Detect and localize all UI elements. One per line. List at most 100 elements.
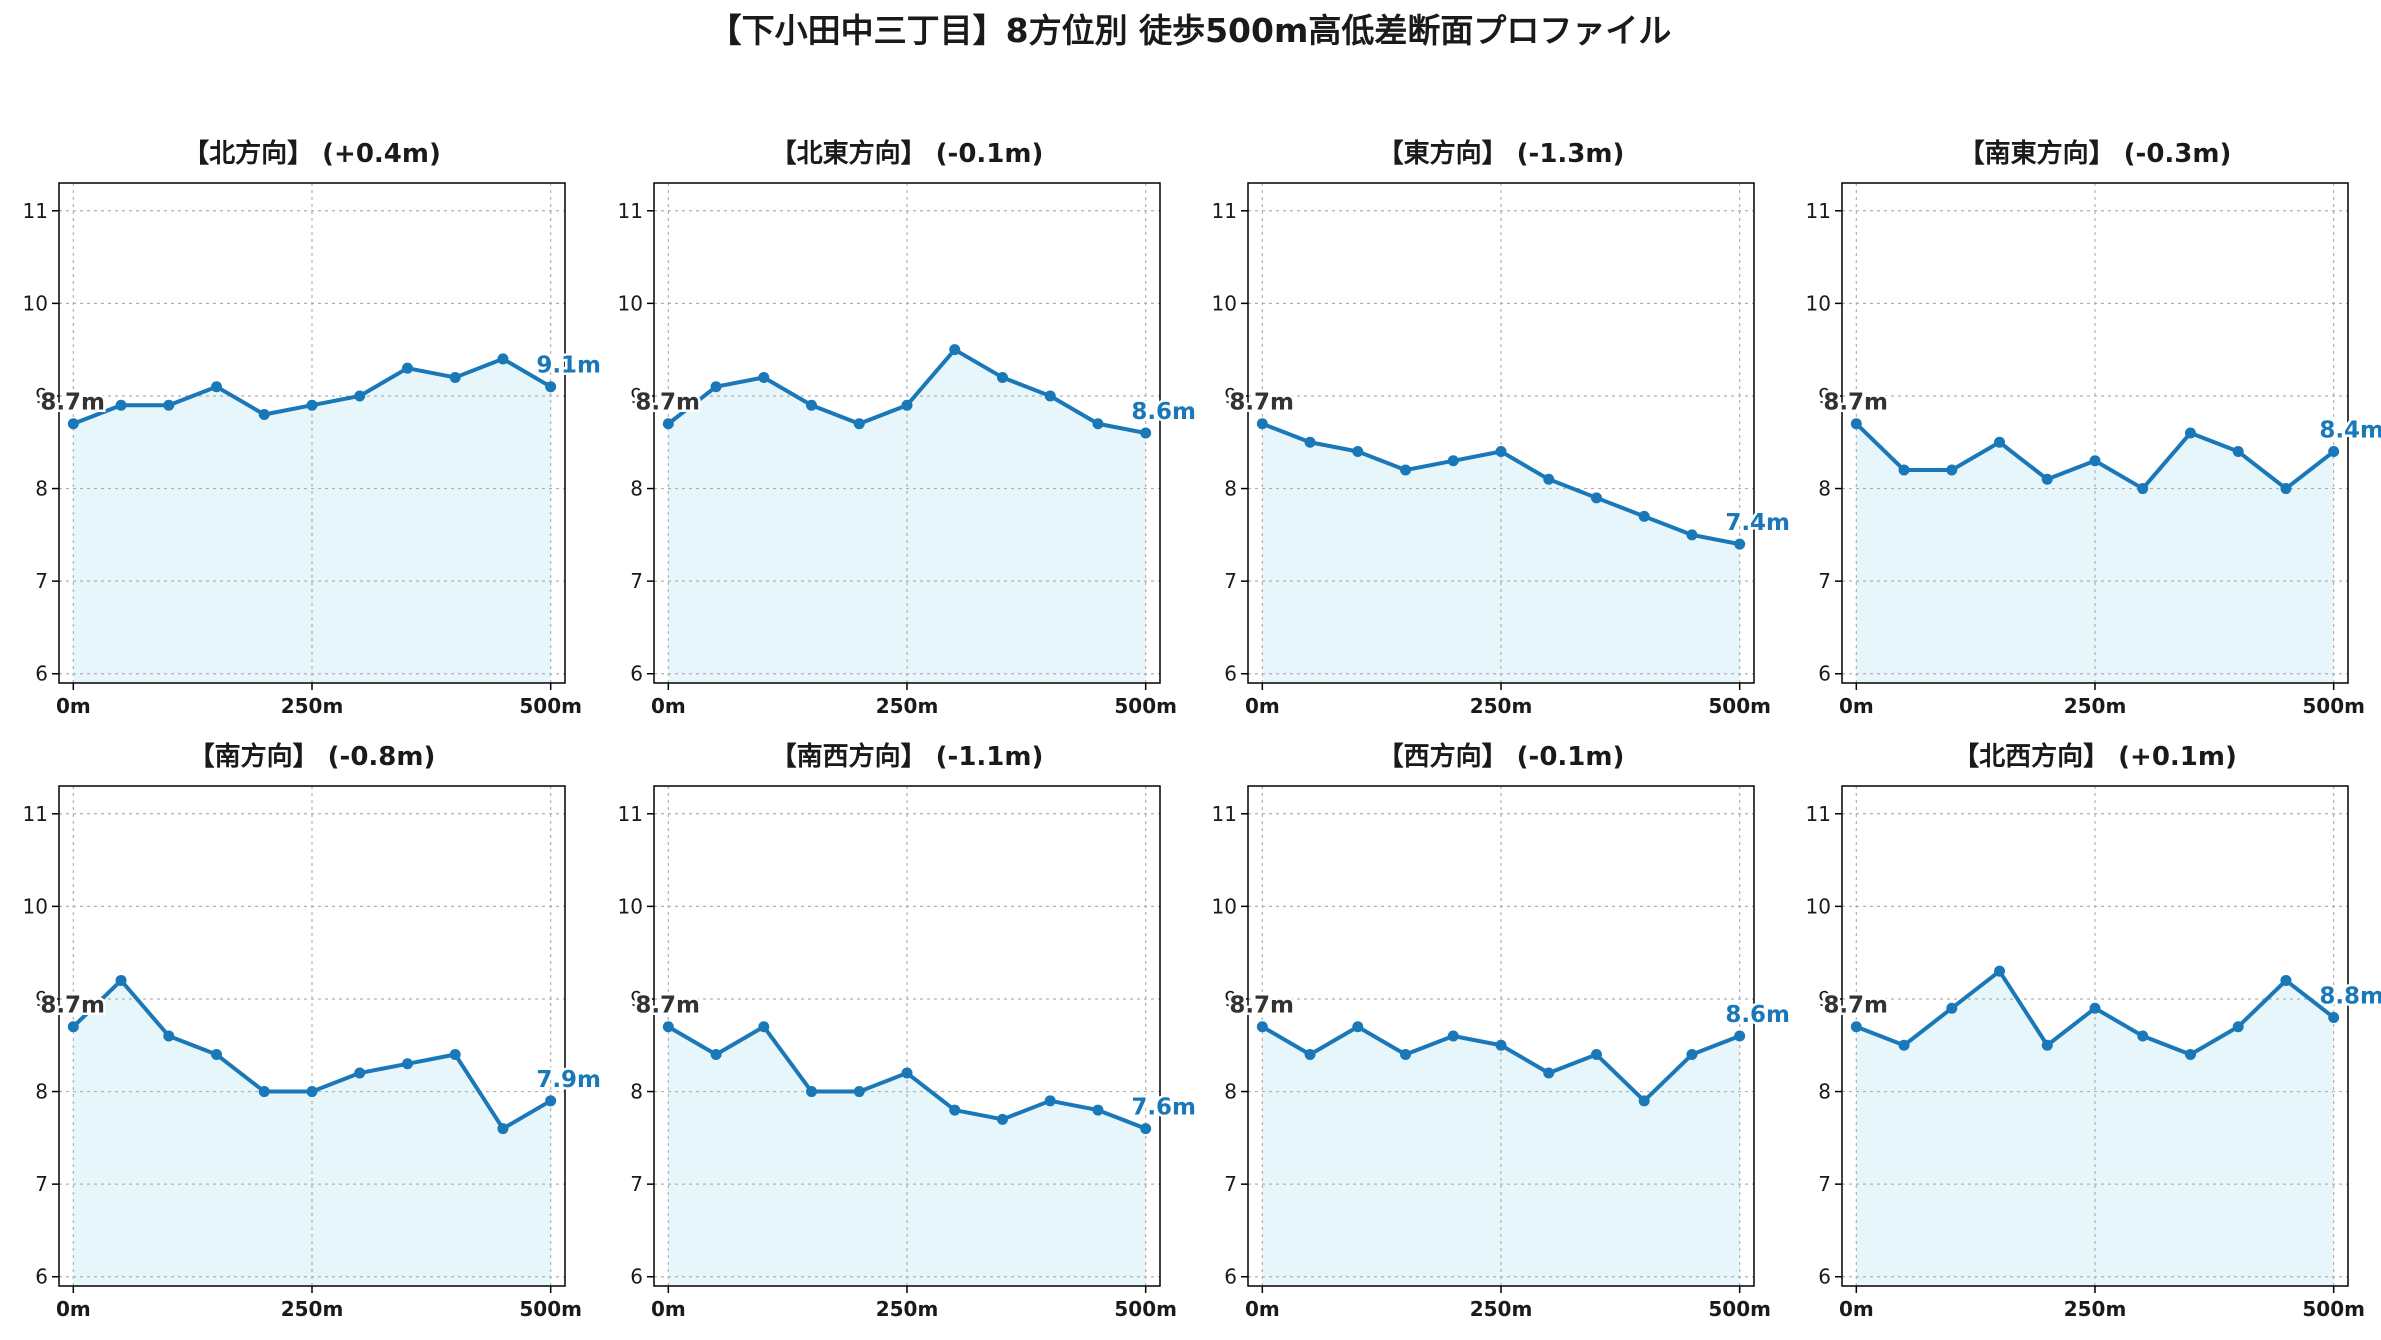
y-tick-label: 11 bbox=[1806, 199, 1831, 223]
y-tick-label: 6 bbox=[35, 1265, 48, 1289]
y-tick-label: 8 bbox=[1818, 1080, 1831, 1104]
end-value-label: 7.4m bbox=[1725, 510, 1790, 536]
panel-5: 【南西方向】 (-1.1m) 6 7 8 9 10 11 0m 250m 500m 8.7m 7.6m bbox=[618, 741, 1199, 1321]
y-tick-label: 11 bbox=[618, 199, 643, 223]
data-point bbox=[1044, 390, 1056, 402]
data-point bbox=[1898, 1039, 1910, 1051]
data-point bbox=[853, 418, 865, 430]
data-point bbox=[354, 390, 366, 402]
data-point bbox=[115, 974, 127, 986]
data-point bbox=[996, 371, 1008, 383]
figure-title: 【下小田中三丁目】8方位別 徒歩500m高低差断面プロファイル bbox=[709, 11, 1672, 50]
y-tick-label: 11 bbox=[23, 802, 48, 826]
data-point bbox=[710, 381, 722, 393]
data-point bbox=[901, 399, 913, 411]
area-fill bbox=[1262, 423, 1740, 683]
data-point bbox=[1994, 965, 2006, 977]
end-value-label: 7.9m bbox=[536, 1067, 601, 1093]
data-point bbox=[2184, 427, 2196, 439]
y-tick-label: 10 bbox=[1212, 894, 1237, 918]
data-point bbox=[2041, 1039, 2053, 1051]
data-point bbox=[1638, 1095, 1650, 1107]
y-tick-label: 9 bbox=[1224, 384, 1237, 408]
x-tick-label: 0m bbox=[1839, 694, 1874, 718]
panel-title: 【南西方向】 (-1.1m) bbox=[771, 741, 1044, 772]
end-value-label: 8.6m bbox=[1725, 1002, 1790, 1028]
data-point bbox=[163, 399, 175, 411]
panel-3: 【南東方向】 (-0.3m) 6 7 8 9 10 11 0m 250m 500m 8.7m 8.4m bbox=[1806, 138, 2381, 718]
panel-title: 【北方向】 (+0.4m) bbox=[183, 138, 441, 169]
panel-title: 【北東方向】 (-0.1m) bbox=[771, 138, 1044, 169]
y-tick-label: 9 bbox=[1818, 384, 1831, 408]
start-value-label: 8.7m bbox=[1823, 993, 1888, 1019]
data-point bbox=[163, 1030, 175, 1042]
y-tick-label: 10 bbox=[23, 291, 48, 315]
x-tick-label: 500m bbox=[2302, 694, 2365, 718]
x-tick-label: 250m bbox=[281, 694, 344, 718]
data-point bbox=[1543, 473, 1555, 485]
data-point bbox=[1590, 1049, 1602, 1061]
y-tick-label: 8 bbox=[1818, 477, 1831, 501]
data-point bbox=[545, 1095, 557, 1107]
x-tick-label: 500m bbox=[1708, 694, 1771, 718]
x-tick-label: 250m bbox=[1470, 1297, 1533, 1321]
data-point bbox=[2328, 446, 2340, 458]
y-tick-label: 9 bbox=[630, 987, 643, 1011]
data-point bbox=[1352, 1021, 1364, 1033]
panel-0: 【北方向】 (+0.4m) 6 7 8 9 10 11 0m 250m 500m 8.7m 9.1m bbox=[23, 138, 604, 718]
y-tick-label: 6 bbox=[1224, 662, 1237, 686]
y-tick-label: 6 bbox=[630, 1265, 643, 1289]
data-point bbox=[1304, 1049, 1316, 1061]
y-tick-label: 10 bbox=[618, 894, 643, 918]
y-tick-label: 11 bbox=[1806, 802, 1831, 826]
panel-title: 【南東方向】 (-0.3m) bbox=[1959, 138, 2232, 169]
y-tick-label: 6 bbox=[1818, 1265, 1831, 1289]
x-tick-label: 500m bbox=[519, 694, 582, 718]
data-point bbox=[1850, 418, 1862, 430]
data-point bbox=[2041, 473, 2053, 485]
data-point bbox=[1304, 436, 1316, 448]
panel-2: 【東方向】 (-1.3m) 6 7 8 9 10 11 0m 250m 500m 8.7m 7.4m bbox=[1212, 138, 1793, 718]
x-tick-label: 0m bbox=[1245, 694, 1280, 718]
y-tick-label: 7 bbox=[1224, 569, 1237, 593]
panel-1: 【北東方向】 (-0.1m) 6 7 8 9 10 11 0m 250m 500m 8.7m 8.6m bbox=[618, 138, 1199, 718]
data-point bbox=[306, 1086, 318, 1098]
x-tick-label: 500m bbox=[1114, 1297, 1177, 1321]
end-value-label: 8.4m bbox=[2319, 418, 2381, 444]
x-tick-label: 250m bbox=[2064, 1297, 2127, 1321]
data-point bbox=[853, 1086, 865, 1098]
data-point bbox=[758, 1021, 770, 1033]
data-point bbox=[449, 1049, 461, 1061]
area-fill bbox=[73, 980, 551, 1286]
data-point bbox=[662, 1021, 674, 1033]
panels-grid: 【北方向】 (+0.4m) 6 7 8 9 10 11 0m 250m 500m 8.7m 9.1m 【… bbox=[23, 138, 2381, 1321]
y-tick-label: 7 bbox=[630, 569, 643, 593]
data-point bbox=[2280, 974, 2292, 986]
x-tick-label: 0m bbox=[56, 1297, 91, 1321]
data-point bbox=[996, 1113, 1008, 1125]
x-tick-label: 0m bbox=[56, 694, 91, 718]
x-tick-label: 250m bbox=[1470, 694, 1533, 718]
data-point bbox=[1590, 492, 1602, 504]
data-point bbox=[1686, 529, 1698, 541]
data-point bbox=[1256, 1021, 1268, 1033]
data-point bbox=[545, 381, 557, 393]
y-tick-label: 9 bbox=[1818, 987, 1831, 1011]
data-point bbox=[1495, 1039, 1507, 1051]
y-tick-label: 11 bbox=[1212, 199, 1237, 223]
end-value-label: 9.1m bbox=[536, 353, 601, 379]
data-point bbox=[67, 1021, 79, 1033]
x-tick-label: 250m bbox=[876, 1297, 939, 1321]
y-tick-label: 8 bbox=[630, 1080, 643, 1104]
data-point bbox=[2184, 1049, 2196, 1061]
data-point bbox=[949, 1104, 961, 1116]
data-point bbox=[2232, 446, 2244, 458]
y-tick-label: 6 bbox=[1818, 662, 1831, 686]
y-tick-label: 7 bbox=[35, 1172, 48, 1196]
data-point bbox=[1092, 418, 1104, 430]
data-point bbox=[1256, 418, 1268, 430]
data-point bbox=[1850, 1021, 1862, 1033]
y-tick-label: 8 bbox=[1224, 1080, 1237, 1104]
data-point bbox=[662, 418, 674, 430]
start-value-label: 8.7m bbox=[635, 390, 700, 416]
